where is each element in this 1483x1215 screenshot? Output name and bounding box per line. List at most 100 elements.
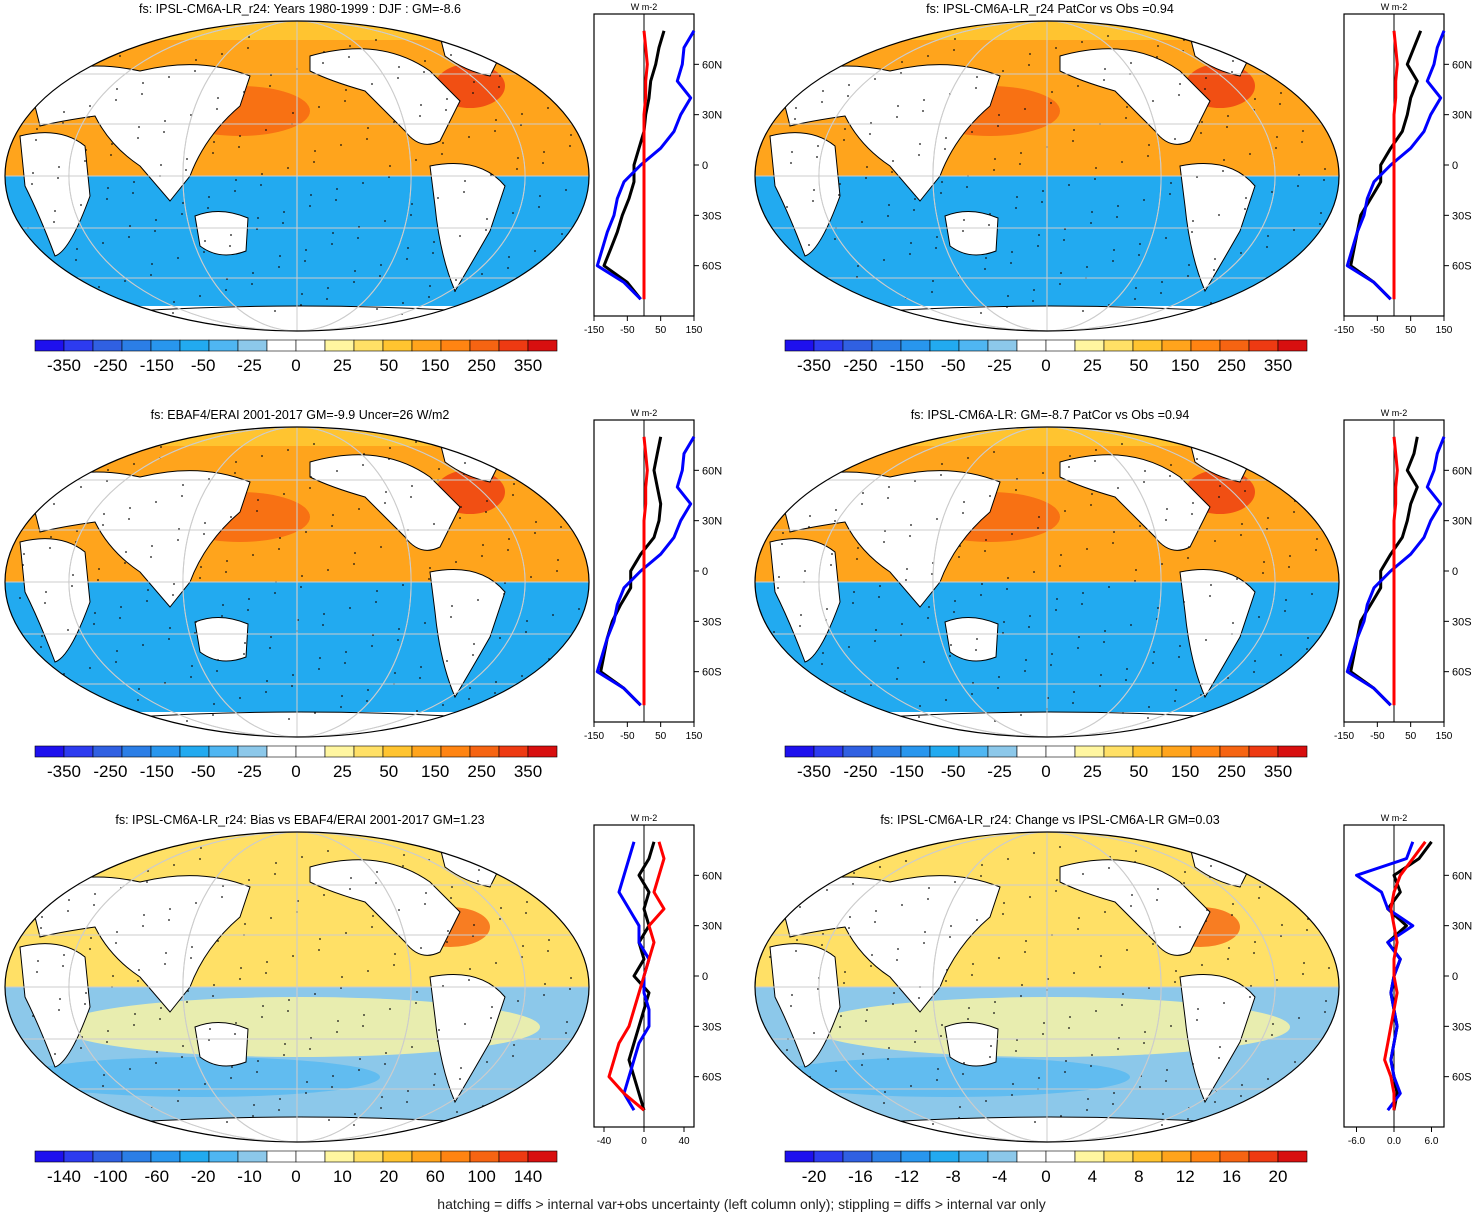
colorbar-swatch bbox=[382, 1150, 413, 1163]
colorbar-swatch bbox=[150, 339, 181, 352]
colorbar: -350 -250 -150 -50 -25 0 25 50 150 250 350 bbox=[34, 339, 558, 375]
profile-series-1 bbox=[599, 436, 663, 707]
map-plot bbox=[4, 831, 590, 1143]
colorbar-swatch bbox=[92, 1150, 123, 1163]
profile-lat-label: 30N bbox=[702, 110, 722, 122]
colorbar-label: -350 bbox=[797, 356, 831, 375]
colorbar-swatch bbox=[1074, 339, 1105, 352]
colorbar-swatch bbox=[1103, 745, 1134, 758]
profile-x-label: 150 bbox=[686, 731, 703, 742]
panel-4: fs: IPSL-CM6A-LR: GM=-8.7 PatCor vs Obs … bbox=[750, 408, 1483, 808]
colorbar-swatch bbox=[237, 339, 268, 352]
colorbar-label: 50 bbox=[1129, 762, 1148, 781]
colorbar-swatch bbox=[179, 745, 210, 758]
colorbar-label: 12 bbox=[1176, 1167, 1195, 1186]
profile-lat-label: 30N bbox=[702, 516, 722, 528]
profile-lat-label: 0 bbox=[1452, 566, 1458, 578]
colorbar-swatch bbox=[1045, 1150, 1076, 1163]
colorbar-swatch bbox=[150, 745, 181, 758]
profile-x-label: -50 bbox=[1370, 731, 1385, 742]
map-plot bbox=[754, 831, 1340, 1143]
colorbar-label: -4 bbox=[992, 1167, 1007, 1186]
colorbar-swatch bbox=[1190, 1150, 1221, 1163]
colorbar-label: 16 bbox=[1222, 1167, 1241, 1186]
colorbar-swatch bbox=[295, 339, 326, 352]
figure-footnote: hatching = diffs > internal var+obs unce… bbox=[437, 1196, 1046, 1212]
colorbar-label: -250 bbox=[93, 762, 127, 781]
colorbar-label: -20 bbox=[802, 1167, 827, 1186]
colorbar-swatch bbox=[266, 1150, 297, 1163]
colorbar-swatch bbox=[1248, 745, 1279, 758]
colorbar-swatch bbox=[440, 1150, 471, 1163]
colorbar-label: -350 bbox=[47, 762, 81, 781]
colorbar-swatch bbox=[498, 745, 529, 758]
profile-lat-label: 30S bbox=[1452, 616, 1472, 628]
colorbar-swatch bbox=[1219, 339, 1250, 352]
profile-x-label: -6.0 bbox=[1348, 1136, 1366, 1147]
colorbar-swatch bbox=[440, 745, 471, 758]
colorbar-swatch bbox=[34, 1150, 65, 1163]
colorbar-swatch bbox=[1045, 745, 1076, 758]
colorbar-label: 50 bbox=[379, 762, 398, 781]
colorbar-swatch bbox=[469, 1150, 500, 1163]
colorbar-swatch bbox=[179, 1150, 210, 1163]
colorbar-label: -50 bbox=[941, 762, 966, 781]
colorbar-swatch bbox=[34, 339, 65, 352]
colorbar-swatch bbox=[527, 1150, 558, 1163]
zonal-mean-profile: W m-2 60N 30N 0 30S 60S -150 -50 50 150 bbox=[1334, 408, 1472, 742]
colorbar-swatch bbox=[871, 745, 902, 758]
colorbar-swatch bbox=[237, 745, 268, 758]
colorbar-swatch bbox=[1219, 745, 1250, 758]
colorbar-swatch bbox=[498, 1150, 529, 1163]
colorbar-label: 250 bbox=[1217, 356, 1245, 375]
colorbar-swatch bbox=[382, 339, 413, 352]
colorbar-swatch bbox=[929, 745, 960, 758]
colorbar-swatch bbox=[527, 745, 558, 758]
colorbar-swatch bbox=[900, 745, 931, 758]
colorbar-swatch bbox=[1161, 339, 1192, 352]
profile-lat-label: 30N bbox=[1452, 110, 1472, 122]
panel-6: fs: IPSL-CM6A-LR_r24: Change vs IPSL-CM6… bbox=[750, 813, 1483, 1213]
colorbar-label: -20 bbox=[191, 1167, 216, 1186]
map-plot bbox=[754, 20, 1340, 332]
profile-series-2 bbox=[1345, 30, 1446, 301]
profile-lat-label: 30S bbox=[1452, 210, 1472, 222]
colorbar-label: 0 bbox=[1041, 762, 1050, 781]
colorbar: -140 -100 -60 -20 -10 0 10 20 60 100 140 bbox=[34, 1150, 558, 1186]
profile-series-2 bbox=[595, 436, 696, 707]
profile-series-1 bbox=[602, 30, 666, 301]
colorbar-label: -250 bbox=[843, 356, 877, 375]
colorbar-swatch bbox=[92, 339, 123, 352]
colorbar-swatch bbox=[1016, 745, 1047, 758]
colorbar-swatch bbox=[440, 339, 471, 352]
colorbar-swatch bbox=[237, 1150, 268, 1163]
profile-x-label: 50 bbox=[655, 325, 667, 336]
profile-lat-label: 60S bbox=[702, 1072, 722, 1084]
colorbar-label: -350 bbox=[47, 356, 81, 375]
colorbar-label: -50 bbox=[191, 356, 216, 375]
profile-lat-label: 60S bbox=[702, 261, 722, 273]
profile-lat-label: 60S bbox=[1452, 667, 1472, 679]
profile-series-3 bbox=[1383, 840, 1427, 1111]
colorbar-swatch bbox=[784, 745, 815, 758]
map-plot bbox=[4, 20, 590, 332]
colorbar-label: 50 bbox=[1129, 356, 1148, 375]
profile-unit: W m-2 bbox=[1381, 813, 1408, 823]
colorbar-swatch bbox=[813, 745, 844, 758]
colorbar-label: -50 bbox=[941, 356, 966, 375]
colorbar-swatch bbox=[1219, 1150, 1250, 1163]
colorbar-label: -50 bbox=[191, 762, 216, 781]
profile-series-2 bbox=[1345, 436, 1446, 707]
profile-x-label: 0.0 bbox=[1387, 1136, 1401, 1147]
zonal-mean-profile: W m-2 60N 30N 0 30S 60S -6.0 0.0 6.0 bbox=[1343, 813, 1472, 1147]
colorbar-label: -10 bbox=[237, 1167, 262, 1186]
colorbar-label: 60 bbox=[426, 1167, 445, 1186]
colorbar-label: 250 bbox=[467, 762, 495, 781]
colorbar-label: 20 bbox=[1269, 1167, 1288, 1186]
profile-lat-label: 60S bbox=[702, 667, 722, 679]
panel-2: fs: IPSL-CM6A-LR_r24 PatCor vs Obs =0.94… bbox=[750, 2, 1483, 402]
colorbar-label: -150 bbox=[890, 356, 924, 375]
profile-x-label: 40 bbox=[678, 1136, 690, 1147]
panel-title: fs: IPSL-CM6A-LR_r24: Change vs IPSL-CM6… bbox=[880, 813, 1220, 827]
profile-lat-label: 0 bbox=[1452, 160, 1458, 172]
